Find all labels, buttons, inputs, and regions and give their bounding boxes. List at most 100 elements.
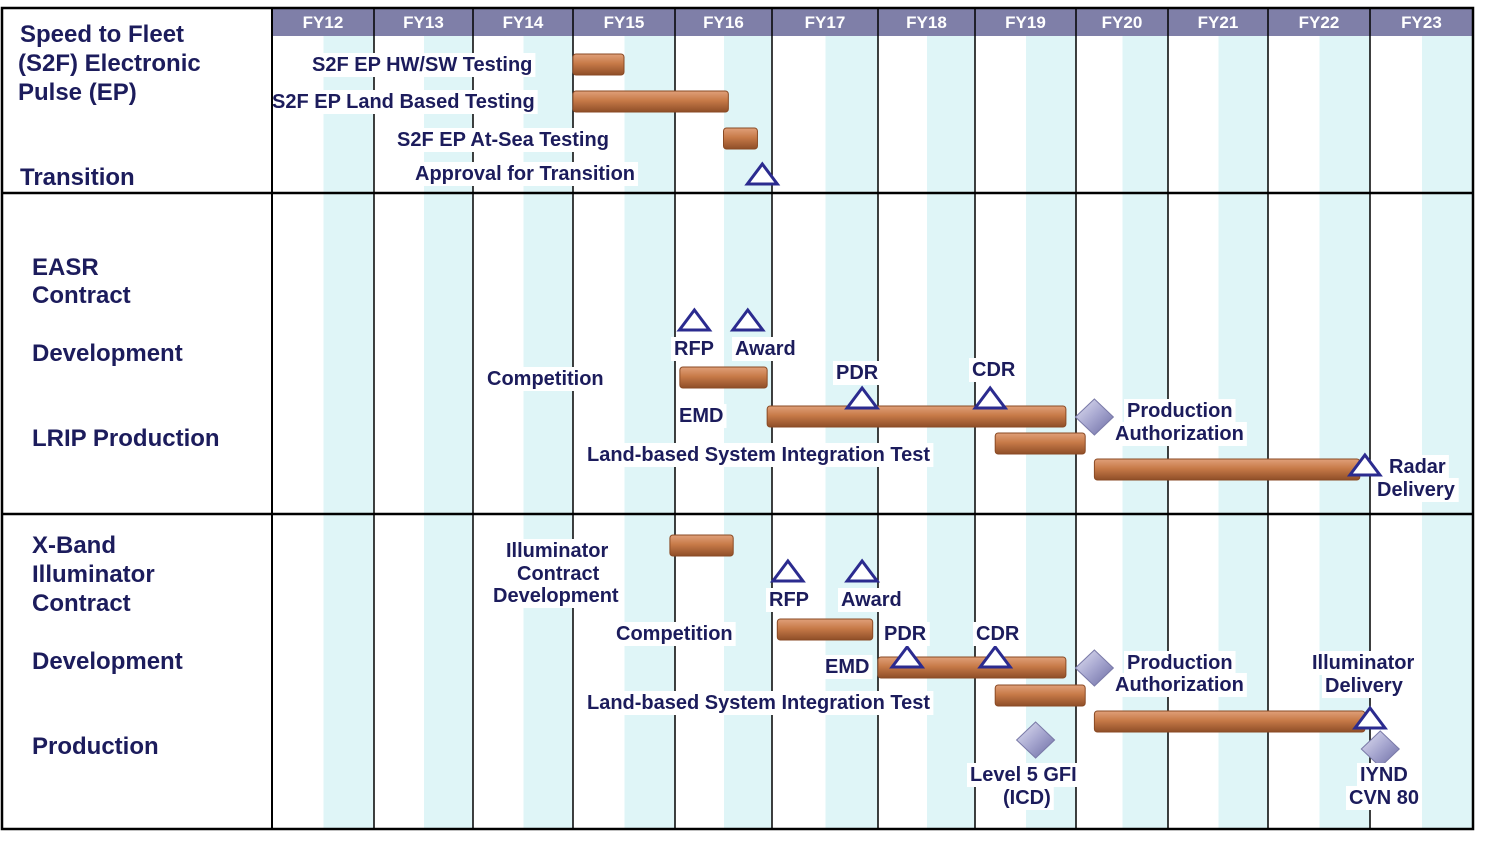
- easr-cdr-label: CDR: [972, 359, 1016, 381]
- header-cell-fy12: [272, 8, 374, 36]
- fy-label-fy14: FY14: [503, 13, 544, 32]
- label-backing: [484, 367, 607, 391]
- fy-label-fy13: FY13: [403, 13, 444, 32]
- outer-border: [0, 6, 1475, 831]
- annotation-labels: S2F EP HW/SW Testing S2F EP Land Based T…: [272, 54, 1456, 809]
- fy-label-fy15: FY15: [604, 13, 645, 32]
- radar-delivery-line-1: Radar: [1389, 456, 1446, 478]
- s2f-title-line-3: Pulse (EP): [18, 79, 137, 106]
- milestone-xband-illuminator-delivery: [1352, 705, 1388, 730]
- label-backing: [973, 622, 1023, 646]
- header-cell-fy21: [1168, 8, 1268, 36]
- xband-title-line-3: Contract: [32, 590, 131, 617]
- stripe-fy18: [926, 36, 975, 829]
- milestone-easr-production-authorization: [1074, 398, 1115, 436]
- milestone-easr-award: [729, 307, 766, 332]
- xband-section-labels: X-Band Illuminator Contract Development …: [32, 532, 183, 760]
- illuminator-contract-dev-line-2: Contract: [517, 563, 600, 585]
- level-5-gfi-line-2: (ICD): [1003, 787, 1051, 809]
- label-backing: [1346, 786, 1423, 810]
- label-backing: [881, 622, 930, 646]
- label-backing: [1000, 786, 1054, 810]
- s2f-land-based-testing-label: S2F EP Land Based Testing: [272, 91, 535, 113]
- fy-label-fy22: FY22: [1299, 13, 1340, 32]
- easr-lrip-label: LRIP Production: [32, 425, 220, 452]
- header-cell-fy16: [675, 8, 772, 36]
- row-label-panel: [2, 2, 272, 828]
- easr-production-authorization-line-2: Authorization: [1115, 423, 1244, 445]
- label-backing: [1386, 455, 1449, 479]
- easr-emd-label: EMD: [679, 405, 723, 427]
- xband-pdr-label: PDR: [884, 623, 927, 645]
- milestone-xband-cdr: [977, 644, 1014, 669]
- label-backing: [1124, 399, 1236, 423]
- label-backing: [766, 588, 812, 612]
- easr-development-label: Development: [32, 340, 183, 367]
- label-backing: [490, 584, 622, 608]
- bar-easr-2: [994, 432, 1086, 455]
- easr-production-authorization-line-1: Production: [1127, 400, 1233, 422]
- milestone-xband-level-5-gfi-icd: [1015, 721, 1056, 759]
- fy-label-fy17: FY17: [805, 13, 846, 32]
- illuminator-contract-dev-line-3: Development: [493, 585, 619, 607]
- milestone-easr-cdr: [972, 385, 1009, 410]
- illuminator-contract-dev-line-1: Illuminator: [506, 540, 608, 562]
- stripe-fy14: [523, 36, 573, 829]
- stripe-fy23: [1421, 36, 1473, 829]
- xband-rfp-label: RFP: [769, 589, 809, 611]
- xband-production-authorization-line-2: Authorization: [1115, 674, 1244, 696]
- illuminator-delivery-line-2: Delivery: [1325, 675, 1404, 697]
- xband-production-authorization-line-1: Production: [1127, 652, 1233, 674]
- label-backing: [1112, 422, 1247, 446]
- label-backing: [969, 358, 1019, 382]
- header-cell-fy14: [473, 8, 573, 36]
- milestone-xband-pdr: [889, 644, 926, 669]
- easr-rfp-label: RFP: [674, 338, 714, 360]
- iynd-cvn80-line-2: CVN 80: [1349, 787, 1419, 809]
- milestone-easr-radar-delivery: [1346, 452, 1383, 477]
- schedule-bars: [572, 53, 1366, 733]
- header-cell-fy17: [772, 8, 878, 36]
- milestone-xband-production-authorization: [1074, 649, 1115, 687]
- easr-pdr-label: PDR: [836, 362, 879, 384]
- level-5-gfi-line-1: Level 5 GFI: [970, 764, 1077, 786]
- label-backing: [1357, 763, 1411, 787]
- s2f-at-sea-testing-label: S2F EP At-Sea Testing: [397, 129, 609, 151]
- s2f-hw-sw-testing-label: S2F EP HW/SW Testing: [312, 54, 532, 76]
- bar-easr-1: [766, 405, 1067, 428]
- label-backing: [732, 337, 799, 361]
- xband-land-based-sit-label: Land-based System Integration Test: [587, 692, 930, 714]
- label-backing: [584, 443, 934, 467]
- fy-label-fy21: FY21: [1198, 13, 1239, 32]
- label-backing: [412, 162, 639, 186]
- stripe-fy12: [323, 36, 374, 829]
- xband-cdr-label: CDR: [976, 623, 1020, 645]
- label-backing: [822, 655, 873, 679]
- bar-xband-1: [776, 618, 874, 641]
- easr-title-line-1: EASR: [32, 254, 99, 281]
- label-backing: [833, 361, 882, 385]
- s2f-title-line-1: Speed to Fleet: [20, 21, 184, 48]
- label-backing: [967, 763, 1080, 787]
- bar-easr-3: [1093, 458, 1361, 481]
- approval-for-transition-label: Approval for Transition: [415, 163, 635, 185]
- easr-award-label: Award: [735, 338, 796, 360]
- s2f-section-labels: Speed to Fleet (S2F) Electronic Pulse (E…: [18, 21, 201, 191]
- bar-xband-0: [669, 534, 734, 557]
- xband-emd-label: EMD: [825, 656, 869, 678]
- bar-xband-2: [877, 656, 1067, 679]
- illuminator-delivery-line-1: Illuminator: [1312, 652, 1414, 674]
- xband-award-label: Award: [841, 589, 902, 611]
- bar-s2f-2: [723, 127, 758, 150]
- label-backing: [514, 562, 603, 586]
- label-backing: [1374, 478, 1459, 502]
- easr-title-line-2: Contract: [32, 282, 131, 309]
- fy-label-fy16: FY16: [703, 13, 744, 32]
- label-backing: [838, 588, 905, 612]
- header-cell-fy23: [1370, 8, 1473, 36]
- easr-land-based-sit-label: Land-based System Integration Test: [587, 444, 930, 466]
- label-backing: [613, 622, 736, 646]
- fy-label-fy12: FY12: [303, 13, 344, 32]
- schedule-milestones: [676, 161, 1401, 768]
